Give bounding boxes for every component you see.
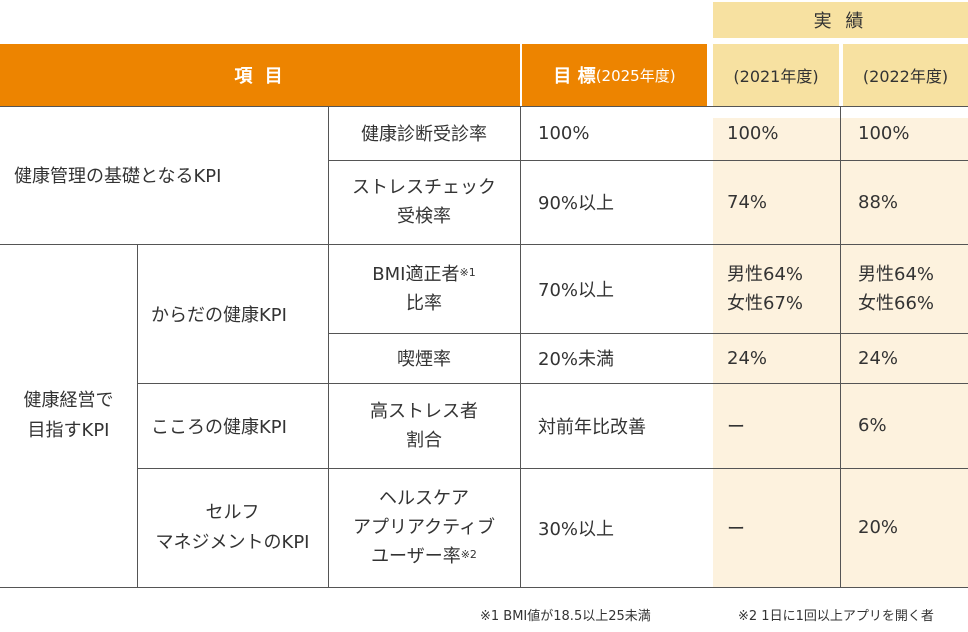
basic-kpi-label: 健康管理の基礎となるKPI [14,166,222,187]
value-2022: 男性64% 女性66% [858,263,935,314]
divider [0,587,968,588]
row-checkup-target: 100% [520,106,713,160]
value-2022: 88% [858,191,899,213]
mind-kpi-label: こころの健康KPI [151,416,287,438]
management-kpi-group: 健康経営で 目指すKPI [0,244,137,587]
results-label: 実 績 [813,11,868,32]
item-text: ヘルスケア [379,488,469,509]
row-stress-item: ストレスチェック 受検率 [328,160,520,244]
row-checkup-2022: 100% [840,106,968,160]
row-highstress-2021: ー [713,383,840,468]
value-2021: ー [727,518,745,540]
target-value: 70%以上 [538,279,615,301]
value-2022: 20% [858,517,899,538]
value-2021: 74% [727,191,768,213]
row-bmi-2022: 男性64% 女性66% [840,244,968,333]
row-app-2021: ー [713,468,840,587]
item-text: 健康診断受診率 [361,124,487,145]
row-stress-2021: 74% [713,160,840,244]
results-header: 実 績 [713,2,968,38]
target-value: 対前年比改善 [538,416,646,438]
year-2021-header: (2021年度) [713,44,839,106]
target-year: (2025年度) [595,66,676,85]
footnote-mark: ※1 [459,265,476,279]
year-2022-header: (2022年度) [843,44,968,106]
target-label: 目 標 [553,66,596,87]
footnote-2: ※2 1日に1回以上アプリを開く者 [738,609,934,624]
row-bmi-item: BMI適正者※1 比率 [328,244,520,333]
row-highstress-target: 対前年比改善 [520,383,713,468]
value-2021: 24% [727,347,768,369]
divider [137,468,968,469]
year-2021-label: (2021年度) [733,67,819,86]
row-smoking-2021: 24% [713,333,840,383]
target-header: 目 標 (2025年度) [522,44,707,106]
item-text: 喫煙率 [397,349,451,370]
item-text: アプリアクティブ [352,517,496,538]
row-checkup-item: 健康診断受診率 [328,106,520,160]
management-kpi-label: 健康経営で 目指すKPI [23,389,114,441]
self-management-kpi-group: セルフ マネジメントのKPI [137,468,328,587]
footnote-1: ※1 BMI値が18.5以上25未満 [480,609,651,624]
value-2022: 6% [858,415,887,436]
divider [0,106,968,107]
value-2021: 100% [727,122,779,144]
row-highstress-2022: 6% [840,383,968,468]
row-app-target: 30%以上 [520,468,713,587]
item-text: BMI適正者 [372,263,460,285]
basic-kpi-group: 健康管理の基礎となるKPI [0,106,328,244]
item-text: 比率 [406,292,442,314]
row-highstress-item: 高ストレス者 割合 [328,383,520,468]
divider [0,244,968,245]
value-2022: 100% [858,122,910,144]
item-header: 項 目 [0,44,520,106]
bmi-item-line1: BMI適正者※1 [372,260,475,289]
target-value: 100% [538,122,590,144]
item-text: ストレスチェック 受検率 [352,177,496,227]
mind-kpi-group: こころの健康KPI [137,383,328,468]
row-app-item: ヘルスケア アプリアクティブ ユーザー率※2 [328,468,520,587]
row-smoking-item: 喫煙率 [328,333,520,383]
divider [328,106,329,587]
divider [137,244,138,587]
value-2021: ー [727,416,745,438]
year-2022-label: (2022年度) [862,67,949,86]
target-value: 20%未満 [538,349,615,370]
row-stress-2022: 88% [840,160,968,244]
value-2021: 男性64% 女性67% [727,263,804,314]
app-item-line3: ユーザー率※2 [371,542,477,571]
target-value: 90%以上 [538,193,615,214]
divider [328,160,968,161]
item-label: 項 目 [234,66,286,87]
value-2022: 24% [858,347,899,369]
row-stress-target: 90%以上 [520,160,713,244]
divider [840,106,841,587]
divider [328,333,968,334]
row-bmi-2021: 男性64% 女性67% [713,244,840,333]
item-text: ユーザー率 [371,546,461,567]
divider [520,106,521,587]
body-kpi-group: からだの健康KPI [137,244,328,383]
row-app-2022: 20% [840,468,968,587]
footnote-mark: ※2 [460,548,477,561]
body-kpi-label: からだの健康KPI [151,304,287,326]
row-bmi-target: 70%以上 [520,244,713,333]
row-smoking-2022: 24% [840,333,968,383]
item-text: 高ストレス者 割合 [370,400,478,451]
row-checkup-2021: 100% [713,106,840,160]
self-management-kpi-label: セルフ マネジメントのKPI [155,501,310,553]
divider [137,383,968,384]
row-smoking-target: 20%未満 [520,333,713,383]
target-value: 30%以上 [538,518,615,540]
